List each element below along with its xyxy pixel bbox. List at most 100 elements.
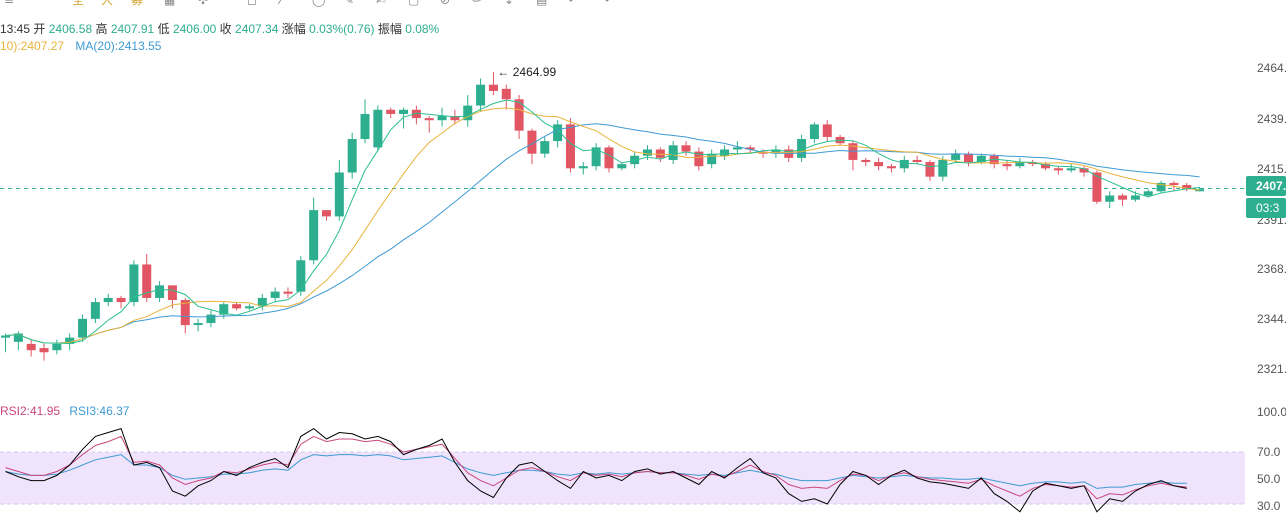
candle-body	[424, 118, 434, 121]
ma20-legend: MA(20):2413.55	[75, 39, 162, 53]
candle-body	[732, 147, 742, 150]
price-tick-4: 2368.	[1257, 262, 1286, 276]
candle-body	[912, 159, 922, 163]
candle-body	[1156, 182, 1166, 192]
candle-body	[989, 155, 999, 165]
rsi2-legend: RSI2:41.95	[0, 404, 61, 418]
candle-body	[899, 159, 909, 169]
candle-body	[116, 297, 126, 303]
change-value: 0.03%(0.76)	[309, 22, 375, 36]
candle-body	[296, 260, 306, 292]
drawing-toolbar: ≡ 全 大 募 ▦ ✣ ◻ ⁄ ◯ ✎ ✍ ▢ ⊘ ✏ ↓ ▤ ↶ ↷	[0, 0, 640, 8]
candle-body	[861, 159, 871, 163]
candle-body	[437, 116, 447, 121]
price-tick-1: 2439.	[1257, 112, 1286, 126]
ma5-line	[5, 99, 1200, 345]
undo-icon[interactable]: ↶	[568, 0, 579, 7]
rsi-legend: RSI2:41.95 RSI3:46.37	[0, 404, 129, 418]
candle-body	[1105, 195, 1115, 202]
download-icon[interactable]: ↓	[504, 0, 515, 7]
candle-body	[463, 105, 473, 121]
candle-body	[822, 124, 832, 137]
candle-body	[450, 116, 460, 121]
toolbar-text-3[interactable]: 募	[131, 0, 144, 7]
line-tool-icon[interactable]: ⁄	[280, 0, 283, 7]
candle-body	[1195, 189, 1205, 192]
delete-icon[interactable]: ▤	[536, 0, 548, 7]
crosshair-icon[interactable]: ◻	[247, 0, 257, 7]
candle-body	[1066, 168, 1076, 171]
toolbar-text-1[interactable]: 全	[72, 0, 85, 7]
candle-body	[668, 145, 678, 160]
ma10-legend: 10):2407.27	[0, 39, 65, 53]
candle-body	[399, 109, 409, 114]
candle-body	[1169, 182, 1179, 186]
magnet-icon[interactable]: ✣	[198, 0, 209, 7]
candle-body	[797, 139, 807, 158]
candle-body	[1, 335, 10, 338]
zoom-icon[interactable]: ◯	[312, 0, 326, 7]
candle-body	[373, 109, 383, 148]
candle-body	[707, 153, 717, 165]
candle-body	[180, 300, 190, 326]
ma10-line	[5, 107, 1200, 344]
candle-body	[591, 147, 601, 167]
pen-icon[interactable]: ✍	[376, 0, 387, 7]
candle-body	[578, 166, 588, 169]
open-value: 2406.58	[48, 22, 93, 36]
toolbar-text-2[interactable]: 大	[101, 0, 114, 7]
candle-body	[386, 109, 396, 114]
candle-body	[681, 145, 691, 152]
candle-body	[809, 124, 819, 140]
candle-body	[232, 304, 242, 309]
candle-body	[13, 333, 23, 342]
price-tick-6: 2321.	[1257, 362, 1286, 376]
candle-body	[771, 149, 781, 154]
candle-body	[167, 285, 177, 301]
max-price-annotation: ← 2464.99	[497, 65, 556, 79]
price-tick-5: 2344.	[1257, 312, 1286, 326]
time-label: 13:45	[0, 22, 31, 36]
redo-icon[interactable]: ↷	[600, 0, 611, 7]
pencil-icon[interactable]: ✏	[472, 0, 483, 7]
candle-body	[720, 149, 730, 156]
candle-body	[322, 210, 331, 217]
candle-body	[360, 113, 370, 140]
ohlc-info-bar: 13:45 开 2406.58 高 2407.91 低 2406.00 收 24…	[0, 20, 439, 37]
candle-body	[65, 337, 75, 344]
brush-icon[interactable]: ✎	[344, 0, 355, 7]
candle-body	[617, 164, 627, 169]
ma20-line	[5, 123, 1200, 344]
rsi-band	[0, 452, 1245, 504]
candle-body	[553, 124, 563, 142]
rsi3-line	[5, 454, 1187, 489]
candle-body	[1130, 195, 1140, 200]
candle-body	[39, 348, 49, 353]
candle-body	[257, 297, 267, 307]
candle-body	[976, 155, 986, 163]
amplitude-label: 振幅	[377, 22, 402, 36]
candle-body	[103, 297, 113, 303]
candle-body	[1053, 168, 1063, 171]
candle-body	[219, 304, 229, 315]
candle-body	[1118, 195, 1128, 200]
candle-body	[604, 147, 614, 169]
text-icon[interactable]: ⊘	[440, 0, 451, 7]
menu-icon[interactable]: ≡	[4, 0, 15, 7]
rsi2-line	[5, 435, 1187, 500]
high-label: 高	[95, 22, 108, 36]
candle-body	[129, 264, 139, 303]
rsi-tick-3: 30.0	[1257, 499, 1281, 513]
candle-body	[1015, 162, 1025, 167]
candle-body	[1143, 191, 1153, 196]
indicator-icon[interactable]: ▦	[164, 0, 176, 7]
rsi3-legend: RSI3:46.37	[69, 404, 130, 418]
candle-body	[540, 141, 550, 154]
close-value: 2407.34	[235, 22, 279, 36]
candle-body	[951, 153, 961, 160]
low-label: 低	[157, 22, 170, 36]
countdown-tag: 03:3	[1246, 198, 1286, 218]
candle-body	[501, 88, 511, 100]
note-icon[interactable]: ▢	[408, 0, 420, 7]
